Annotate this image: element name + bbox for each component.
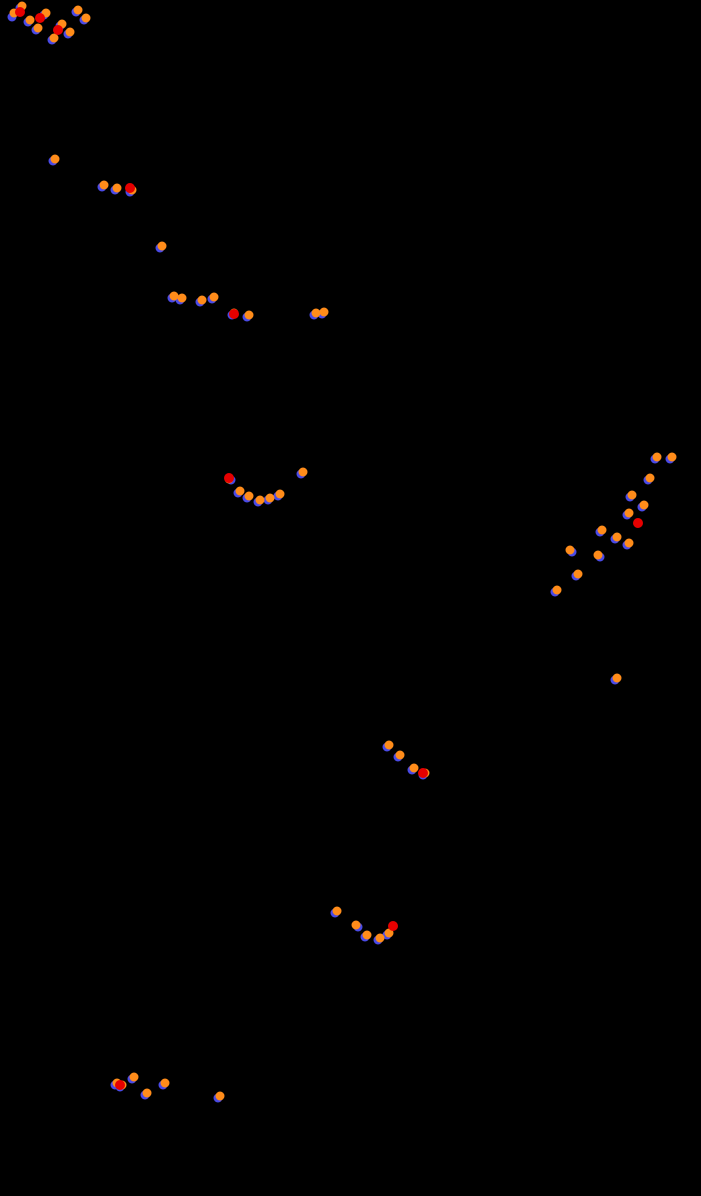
scatter-point-series-orange (613, 533, 622, 542)
scatter-point-series-orange (210, 293, 219, 302)
scatter-point-series-orange (82, 14, 91, 23)
scatter-point-series-orange (376, 934, 385, 943)
scatter-point-series-red (125, 183, 135, 193)
scatter-point-series-red (388, 921, 398, 931)
scatter-point-series-red (229, 309, 239, 319)
scatter-point-series-red (15, 7, 25, 17)
scatter-point-series-orange (143, 1089, 152, 1098)
scatter-plot (0, 0, 701, 1196)
scatter-point-series-orange (161, 1079, 170, 1088)
scatter-point-series-orange (333, 907, 342, 916)
scatter-point-series-orange (625, 509, 634, 518)
scatter-point-series-orange (74, 6, 83, 15)
scatter-point-series-orange (668, 453, 677, 462)
scatter-point-series-orange (613, 674, 622, 683)
scatter-point-series-orange (245, 311, 254, 320)
scatter-point-series-orange (628, 491, 637, 500)
scatter-point-series-orange (245, 492, 254, 501)
scatter-point-series-orange (66, 28, 75, 37)
scatter-point-series-orange (51, 155, 60, 164)
scatter-point-series-orange (26, 16, 35, 25)
scatter-point-series-red (53, 25, 63, 35)
scatter-point-series-orange (574, 570, 583, 579)
scatter-point-series-red (633, 518, 643, 528)
scatter-point-series-orange (266, 494, 275, 503)
scatter-point-series-red (115, 1080, 125, 1090)
scatter-point-series-orange (553, 586, 562, 595)
scatter-point-series-orange (396, 751, 405, 760)
scatter-point-series-orange (299, 468, 308, 477)
scatter-point-series-orange (256, 496, 265, 505)
scatter-point-series-orange (653, 453, 662, 462)
scatter-point-series-orange (198, 296, 207, 305)
scatter-point-series-orange (385, 741, 394, 750)
scatter-point-series-red (35, 13, 45, 23)
scatter-point-series-orange (34, 24, 43, 33)
scatter-point-series-orange (646, 474, 655, 483)
scatter-point-series-orange (236, 487, 245, 496)
scatter-point-series-red (418, 768, 428, 778)
scatter-point-series-orange (640, 501, 649, 510)
scatter-point-series-orange (216, 1092, 225, 1101)
scatter-point-series-orange (130, 1073, 139, 1082)
scatter-point-series-orange (158, 242, 167, 251)
scatter-point-series-orange (625, 539, 634, 548)
scatter-point-series-orange (178, 294, 187, 303)
scatter-point-series-orange (363, 931, 372, 940)
scatter-point-series-red (224, 473, 234, 483)
scatter-point-series-orange (320, 308, 329, 317)
scatter-point-series-orange (352, 921, 361, 930)
scatter-point-series-orange (113, 184, 122, 193)
scatter-point-series-orange (276, 490, 285, 499)
scatter-point-series-orange (594, 551, 603, 560)
scatter-point-series-orange (598, 526, 607, 535)
scatter-point-series-orange (566, 546, 575, 555)
scatter-point-series-orange (100, 181, 109, 190)
